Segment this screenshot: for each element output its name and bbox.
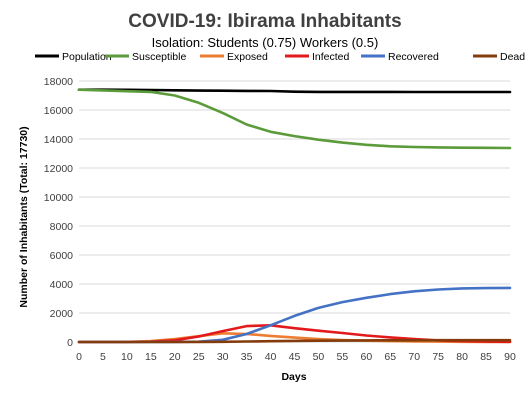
- legend-label: Susceptible: [132, 51, 186, 63]
- x-tick-label: 90: [504, 351, 516, 363]
- x-tick-label: 25: [193, 351, 205, 363]
- y-tick-label: 8000: [50, 221, 74, 233]
- x-tick-label: 50: [313, 351, 325, 363]
- y-tick-label: 6000: [50, 250, 74, 262]
- legend-item-infected: Infected: [285, 51, 350, 63]
- series-line-susceptible: [77, 88, 512, 150]
- series-line-recovered: [77, 286, 512, 344]
- legend-item-recovered: Recovered: [361, 51, 439, 63]
- plot-area: [77, 88, 512, 344]
- y-tick-label: 12000: [44, 163, 73, 175]
- legend-item-population: Population: [35, 51, 112, 63]
- legend-label: Recovered: [388, 51, 439, 63]
- x-tick-label: 65: [384, 351, 396, 363]
- legend-label: Population: [62, 51, 112, 63]
- y-tick-label: 2000: [50, 308, 74, 320]
- y-tick-label: 14000: [44, 134, 73, 146]
- y-tick-label: 4000: [50, 279, 74, 291]
- y-tick-label: 18000: [44, 76, 73, 88]
- x-tick-label: 5: [100, 351, 106, 363]
- chart-subtitle: Isolation: Students (0.75) Workers (0.5): [152, 35, 379, 50]
- chart-title: COVID-19: Ibirama Inhabitants: [128, 11, 401, 32]
- y-tick-label: 16000: [44, 105, 73, 117]
- legend-item-dead: Dead: [473, 51, 525, 63]
- legend-item-susceptible: Susceptible: [105, 51, 186, 63]
- x-tick-label: 80: [456, 351, 468, 363]
- x-tick-label: 55: [337, 351, 349, 363]
- x-tick-label: 70: [408, 351, 420, 363]
- x-tick-label: 75: [432, 351, 444, 363]
- x-tick-label: 20: [169, 351, 181, 363]
- y-tick-label: 10000: [44, 192, 73, 204]
- legend-label: Dead: [500, 51, 525, 63]
- x-tick-label: 85: [480, 351, 492, 363]
- x-axis-title: Days: [281, 371, 306, 383]
- x-tick-label: 45: [289, 351, 301, 363]
- legend-label: Exposed: [227, 51, 268, 63]
- x-tick-label: 0: [76, 351, 82, 363]
- y-axis-title: Number of Inhabitants (Total: 17730): [18, 126, 30, 307]
- gridlines: [79, 80, 510, 343]
- legend-item-exposed: Exposed: [200, 51, 268, 63]
- x-tick-label: 10: [121, 351, 133, 363]
- series-line-dead: [77, 338, 512, 344]
- x-tick-label: 35: [241, 351, 253, 363]
- legend: Population Susceptible Exposed Infected Reco…: [35, 51, 525, 63]
- x-tick-label: 15: [145, 351, 157, 363]
- legend-label: Infected: [312, 51, 350, 63]
- x-tick-label: 40: [265, 351, 277, 363]
- tick-labels: 0 2000 4000 6000 8000 10000 12000 14000 16000 180…: [44, 76, 516, 363]
- series-line-population: [77, 88, 512, 94]
- x-tick-label: 60: [360, 351, 372, 363]
- y-tick-label: 0: [67, 337, 73, 349]
- x-tick-label: 30: [217, 351, 229, 363]
